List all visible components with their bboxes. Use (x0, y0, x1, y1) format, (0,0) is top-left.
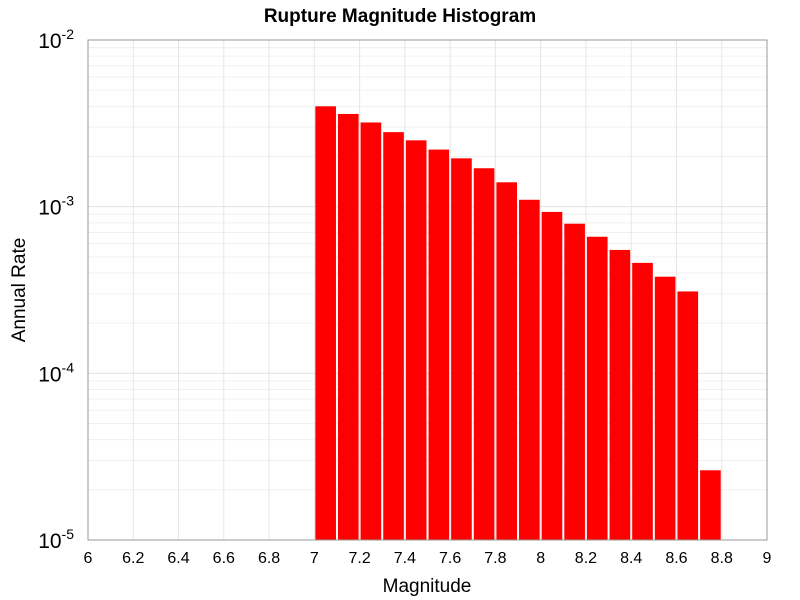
x-tick-label: 6.4 (167, 550, 189, 567)
bar (609, 249, 631, 540)
bar (383, 132, 404, 541)
y-tick-label: 10-5 (38, 526, 74, 553)
x-tick-label: 7.6 (439, 550, 461, 567)
bar (315, 106, 336, 540)
bar (632, 262, 653, 540)
x-tick-labels: 6 6.2 6.4 6.6 6.8 7 7.2 7.4 7.6 7.8 8 8.2 8.4 8.6 8.8 9 (84, 550, 772, 567)
bar (337, 113, 359, 540)
x-tick-label: 8 (536, 550, 545, 567)
bar (654, 276, 676, 540)
bar (473, 168, 495, 540)
bar (360, 122, 382, 540)
x-tick-label: 7.2 (348, 550, 370, 567)
x-tick-label: 7.4 (394, 550, 416, 567)
bar (496, 182, 518, 540)
y-axis-label: Annual Rate (9, 238, 30, 343)
bar (519, 199, 540, 540)
bar (428, 149, 450, 540)
y-tick-label: 10-4 (38, 359, 74, 386)
x-tick-label: 8.8 (711, 550, 733, 567)
y-tick-label: 10-3 (38, 193, 74, 220)
bars (315, 106, 721, 541)
plot-border (87, 39, 768, 541)
x-tick-label: 7.8 (484, 550, 506, 567)
y-tick-label: 10-2 (38, 26, 74, 53)
bar (700, 470, 721, 540)
x-tick-label: 6.8 (258, 550, 280, 567)
x-tick-label: 8.2 (575, 550, 597, 567)
minor-grid (88, 47, 767, 491)
x-axis-label: Magnitude (383, 576, 472, 597)
x-tick-label: 6.2 (122, 550, 144, 567)
bar (677, 291, 699, 540)
bar (564, 223, 585, 540)
plot-area (88, 40, 767, 540)
bar (541, 211, 563, 541)
bar (451, 158, 472, 540)
bar (586, 236, 608, 540)
x-tick-label: 7 (310, 550, 319, 567)
x-tick-label: 9 (763, 550, 772, 567)
x-tick-label: 6.6 (213, 550, 235, 567)
x-tick-label: 8.6 (665, 550, 687, 567)
chart-title: Rupture Magnitude Histogram (264, 6, 536, 27)
x-tick-label: 6 (84, 550, 93, 567)
y-tick-labels: 10-5 10-4 10-3 10-2 (38, 26, 74, 553)
x-tick-label: 8.4 (620, 550, 642, 567)
bar (405, 140, 427, 541)
